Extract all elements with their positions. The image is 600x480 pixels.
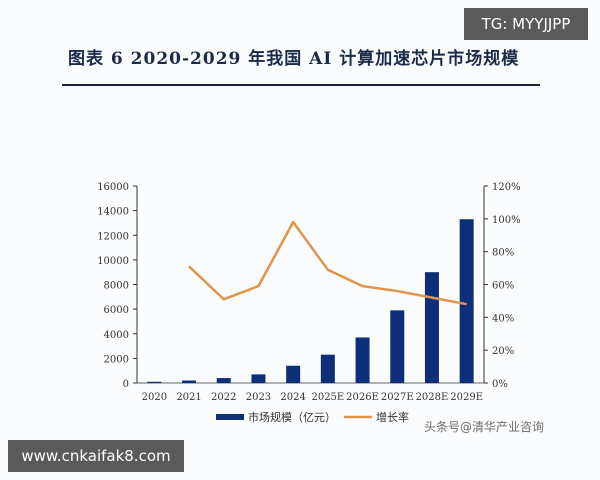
- title-divider: [62, 84, 540, 86]
- right-tick-label: 80%: [492, 248, 514, 259]
- left-tick-label: 14000: [97, 207, 129, 218]
- bar: [390, 310, 405, 383]
- left-tick-label: 4000: [104, 330, 129, 341]
- legend-line-label: 增长率: [376, 410, 409, 424]
- chart-title: 图表 6 2020-2029 年我国 AI 计算加速芯片市场规模: [68, 49, 520, 69]
- watermark: 头条号@清华产业咨询: [424, 420, 545, 434]
- left-tick-label: 2000: [104, 354, 129, 365]
- bar: [182, 380, 197, 383]
- x-tick-label: 2026E: [346, 392, 379, 403]
- left-tick-label: 6000: [104, 305, 129, 316]
- right-tick-label: 40%: [492, 313, 514, 324]
- bar: [147, 381, 162, 383]
- right-tick-label: 0%: [492, 379, 508, 390]
- bar: [216, 378, 231, 383]
- x-tick-label: 2027E: [381, 392, 414, 403]
- site-badge: www.cnkaifak8.com: [8, 440, 184, 472]
- bar: [355, 337, 370, 383]
- x-tick-label: 2021: [176, 392, 201, 403]
- legend-bar-label: 市场规模（亿元）: [248, 410, 336, 424]
- left-tick-label: 0: [123, 379, 129, 390]
- left-tick-label: 12000: [97, 231, 129, 242]
- right-tick-label: 120%: [492, 182, 521, 193]
- x-tick-label: 2025E: [311, 392, 344, 403]
- x-tick-label: 2020: [142, 392, 167, 403]
- bar: [286, 365, 301, 383]
- left-tick-label: 8000: [104, 281, 129, 292]
- bar: [320, 354, 335, 383]
- bar: [251, 374, 266, 383]
- right-tick-label: 100%: [492, 215, 521, 226]
- x-tick-label: 2023: [246, 392, 271, 403]
- growth-rate-line: [188, 220, 467, 306]
- bar: [459, 219, 474, 383]
- left-tick-label: 10000: [97, 256, 129, 267]
- right-tick-label: 60%: [492, 281, 514, 292]
- right-tick-label: 20%: [492, 346, 514, 357]
- legend-bar-swatch: [216, 414, 244, 420]
- x-tick-label: 2028E: [416, 392, 449, 403]
- x-tick-label: 2029E: [450, 392, 483, 403]
- bar: [424, 272, 439, 383]
- x-tick-label: 2024: [280, 392, 305, 403]
- left-tick-label: 16000: [97, 182, 129, 193]
- tg-badge: TG: MYYJJPP: [464, 8, 588, 40]
- x-tick-label: 2022: [211, 392, 236, 403]
